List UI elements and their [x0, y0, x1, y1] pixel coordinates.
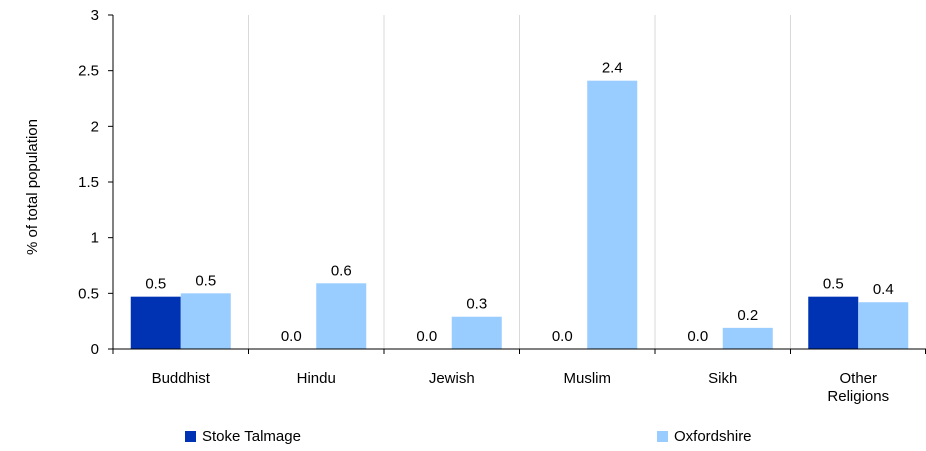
y-tick-label: 0	[91, 341, 99, 358]
legend-label: Stoke Talmage	[202, 428, 301, 445]
y-tick-label: 1.5	[78, 174, 99, 191]
bar-oxfordshire	[451, 316, 502, 349]
bar-stoke-talmage	[808, 296, 859, 349]
data-label: 0.3	[466, 296, 487, 313]
legend-label: Oxfordshire	[674, 428, 752, 445]
y-axis-title: % of total population	[24, 119, 41, 255]
data-label: 0.0	[281, 328, 302, 345]
x-tick-label: Hindu	[297, 370, 336, 387]
y-tick-label: 0.5	[78, 285, 99, 302]
x-tick-label: Other	[839, 370, 877, 387]
data-label: 0.0	[552, 328, 573, 345]
data-label: 0.0	[416, 328, 437, 345]
data-label: 0.2	[737, 307, 758, 324]
bar-stoke-talmage	[130, 296, 181, 349]
legend-swatch	[657, 431, 668, 442]
grid-layer	[248, 15, 791, 349]
x-tick-label: Religions	[827, 388, 889, 405]
y-tick-label: 3	[91, 7, 99, 24]
legend-swatch	[185, 431, 196, 442]
legend: Stoke Talmage Oxfordshire	[185, 428, 752, 445]
bar-oxfordshire	[587, 80, 638, 349]
data-label: 0.5	[195, 272, 216, 289]
data-label: 0.0	[687, 328, 708, 345]
y-tick-label: 2	[91, 118, 99, 135]
y-tick-label: 2.5	[78, 63, 99, 80]
x-tick-label: Jewish	[429, 370, 475, 387]
data-label: 0.5	[145, 276, 166, 293]
x-tick-label: Buddhist	[152, 370, 211, 387]
y-tick-label: 1	[91, 230, 99, 247]
bar-oxfordshire	[722, 327, 773, 349]
labels-layer: 0.5 0.5 Buddhist 0.0 0.6 Hindu 0.0 0.3 Jewish 0.0…	[145, 60, 893, 405]
bars-layer	[130, 80, 909, 349]
x-tick-label: Muslim	[564, 370, 612, 387]
bar-oxfordshire	[858, 302, 909, 349]
axis-layer: 0 0.5 1 1.5 2 2.5 3	[78, 7, 926, 358]
x-tick-label: Sikh	[708, 370, 737, 387]
bar-oxfordshire	[180, 293, 231, 349]
bar-oxfordshire	[316, 283, 367, 349]
data-label: 0.6	[331, 262, 352, 279]
data-label: 0.4	[873, 281, 894, 298]
data-label: 2.4	[602, 60, 623, 77]
data-label: 0.5	[823, 276, 844, 293]
